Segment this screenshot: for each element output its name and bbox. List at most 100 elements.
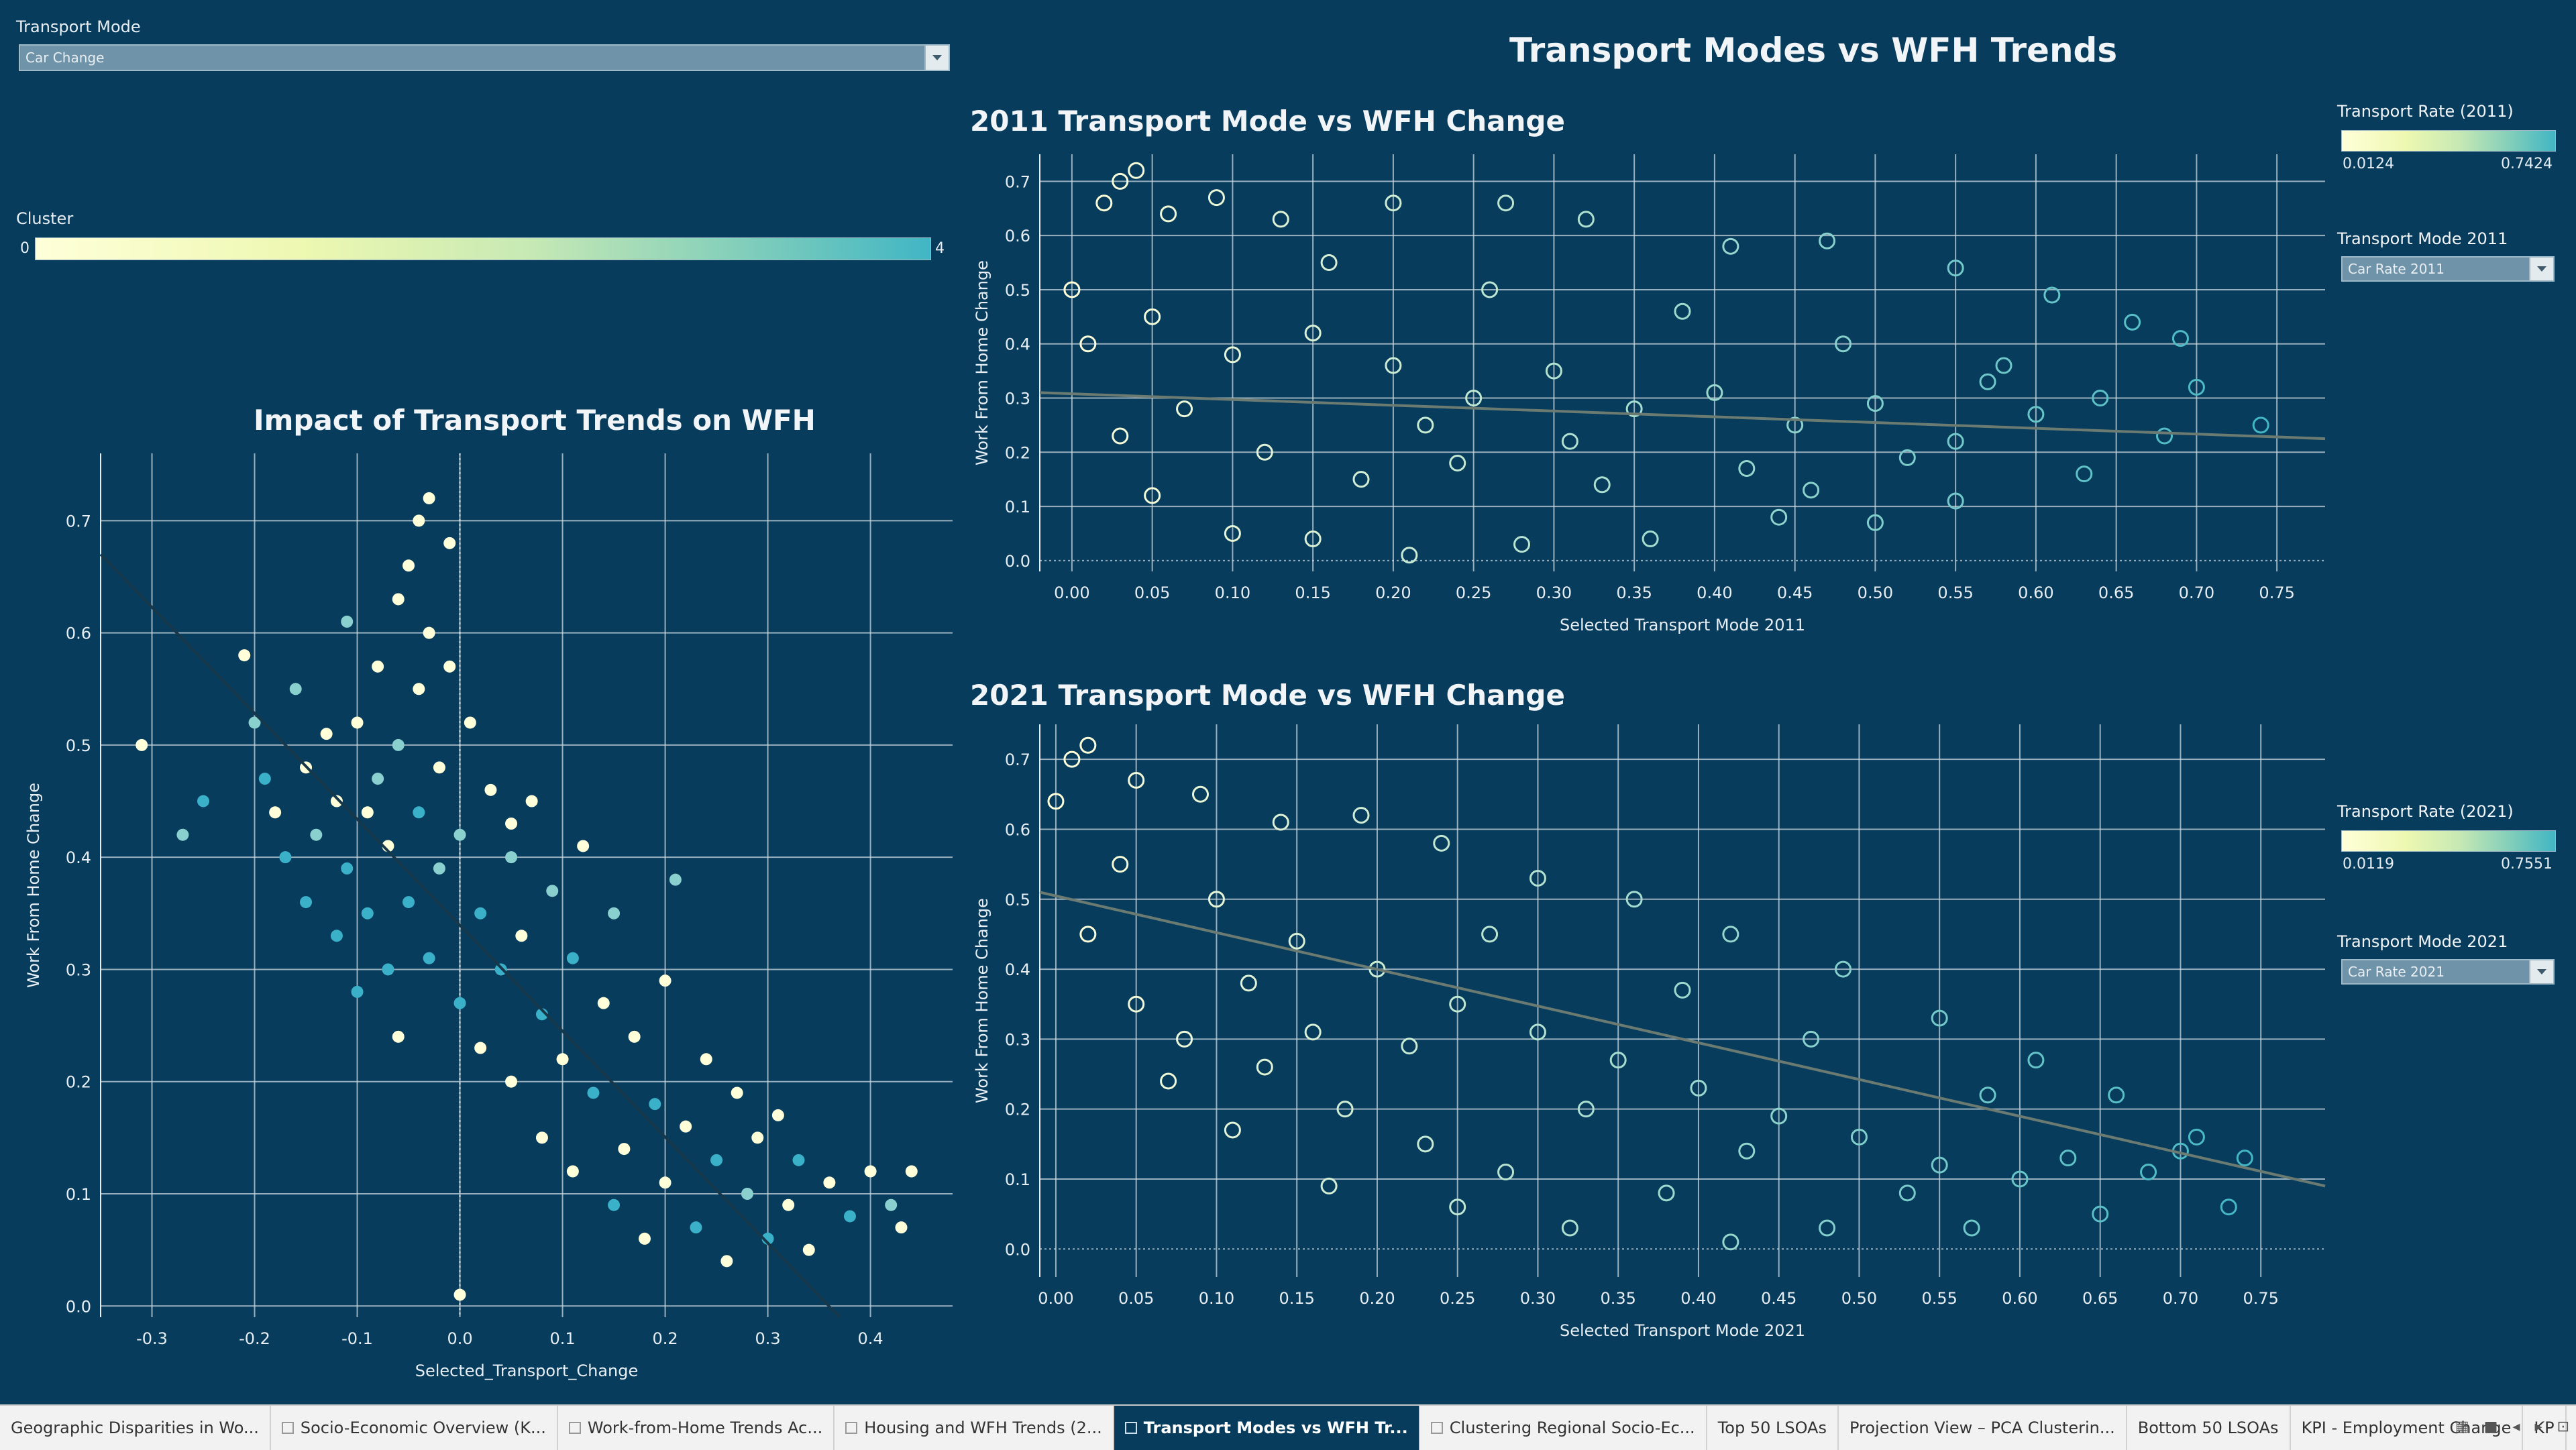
scatter-point[interactable]: [741, 1188, 753, 1200]
scatter-point[interactable]: [474, 1042, 487, 1054]
scatter-point[interactable]: [1995, 357, 2012, 374]
scatter-point[interactable]: [864, 1165, 877, 1178]
scatter-point[interactable]: [680, 1120, 692, 1133]
scatter-point[interactable]: [566, 952, 579, 964]
scatter-point[interactable]: [1352, 807, 1370, 824]
scatter-point[interactable]: [1931, 1009, 1948, 1027]
scatter-point[interactable]: [895, 1221, 908, 1234]
scatter-point[interactable]: [453, 828, 466, 841]
scatter-point[interactable]: [1625, 891, 1643, 908]
scatter-point[interactable]: [1722, 1233, 1739, 1251]
scatter-point[interactable]: [505, 1075, 518, 1088]
scatter-point[interactable]: [1803, 1030, 1820, 1048]
scatter-point[interactable]: [1947, 260, 1964, 277]
scatter-point[interactable]: [587, 1086, 600, 1099]
scatter-point[interactable]: [1722, 926, 1739, 943]
scatter-point[interactable]: [136, 738, 148, 751]
scatter-point[interactable]: [1545, 362, 1562, 380]
scatter-point[interactable]: [464, 716, 476, 729]
scatter-point[interactable]: [382, 963, 394, 976]
tab-sheet[interactable]: KP: [2523, 1406, 2567, 1450]
scatter-point[interactable]: [1352, 471, 1370, 488]
scatter-point[interactable]: [341, 862, 354, 875]
scatter-point[interactable]: [1786, 416, 1804, 434]
scatter-point[interactable]: [1095, 194, 1113, 212]
scatter-point[interactable]: [1304, 1023, 1322, 1041]
scatter-point[interactable]: [433, 761, 445, 774]
scatter-point[interactable]: [1385, 194, 1402, 212]
chevron-down-icon[interactable]: [2529, 960, 2553, 983]
scatter-point[interactable]: [1079, 926, 1097, 943]
scatter-point[interactable]: [484, 783, 497, 796]
scatter-point[interactable]: [1144, 308, 1161, 325]
stop-icon[interactable]: ■: [2483, 1418, 2498, 1435]
scatter-point[interactable]: [1320, 1177, 1338, 1194]
scatter-point[interactable]: [1866, 395, 1884, 412]
scatter-point[interactable]: [1819, 232, 1836, 249]
scatter-point[interactable]: [1947, 433, 1964, 450]
scatter-point[interactable]: [1770, 1107, 1788, 1125]
scatter-point[interactable]: [1625, 400, 1643, 418]
scatter-point[interactable]: [505, 818, 518, 830]
scatter-point[interactable]: [269, 806, 282, 819]
scatter-point[interactable]: [1128, 995, 1145, 1013]
scatter-point[interactable]: [1803, 482, 1820, 499]
scatter-point[interactable]: [1208, 189, 1225, 207]
scatter-point[interactable]: [2092, 1205, 2109, 1223]
scatter-point[interactable]: [413, 806, 425, 819]
scatter-point[interactable]: [566, 1165, 579, 1178]
scatter-point[interactable]: [2252, 416, 2269, 434]
scatter-point[interactable]: [525, 795, 538, 807]
scatter-point[interactable]: [1722, 237, 1739, 255]
transport-mode-dropdown[interactable]: Car Change: [19, 44, 950, 71]
scatter-point[interactable]: [1497, 194, 1515, 212]
tab-sheet[interactable]: Top 50 LSOAs: [1707, 1406, 1839, 1450]
scatter-point[interactable]: [453, 1288, 466, 1301]
scatter-point[interactable]: [1642, 531, 1659, 548]
scatter-point[interactable]: [1609, 1052, 1627, 1069]
scatter-point[interactable]: [2156, 427, 2173, 445]
tab-sheet[interactable]: Transport Modes vs WFH Tr...: [1114, 1406, 1420, 1450]
scatter-point[interactable]: [1208, 891, 1225, 908]
prev-tab-icon[interactable]: ◂: [2512, 1418, 2520, 1435]
scatter-point[interactable]: [2188, 378, 2205, 396]
scatter-point[interactable]: [710, 1154, 723, 1166]
scatter-point[interactable]: [1417, 416, 1434, 434]
scatter-point[interactable]: [1481, 926, 1499, 943]
scatter-point[interactable]: [905, 1165, 918, 1178]
scatter-point[interactable]: [1176, 400, 1193, 418]
scatter-point[interactable]: [1738, 1142, 1756, 1160]
scatter-point[interactable]: [546, 885, 559, 897]
transport-mode-2021-dropdown[interactable]: Car Rate 2021: [2341, 959, 2555, 985]
scatter-point[interactable]: [197, 795, 210, 807]
tab-sheet[interactable]: Projection View – PCA Clusterin...: [1839, 1406, 2127, 1450]
scatter-point[interactable]: [2188, 1128, 2205, 1146]
present-icon[interactable]: ⊡: [2557, 1418, 2569, 1435]
scatter-point[interactable]: [1835, 335, 1851, 353]
scatter-point[interactable]: [1304, 531, 1322, 548]
scatter-point[interactable]: [1963, 1219, 1980, 1237]
scatter-point[interactable]: [1192, 785, 1209, 803]
chevron-down-icon[interactable]: [2529, 258, 2553, 280]
scatter-point[interactable]: [361, 806, 374, 819]
tab-sheet[interactable]: Geographic Disparities in Wo...: [0, 1406, 271, 1450]
scatter-point[interactable]: [320, 728, 333, 740]
scatter-point[interactable]: [1320, 254, 1338, 272]
scatter-point[interactable]: [771, 1109, 784, 1121]
scatter-point[interactable]: [443, 660, 456, 673]
scatter-point[interactable]: [1336, 1101, 1354, 1118]
scatter-point[interactable]: [2043, 286, 2061, 304]
scatter-point[interactable]: [351, 985, 364, 998]
tab-sheet[interactable]: Clustering Regional Socio-Ec...: [1420, 1406, 1707, 1450]
scatter-point[interactable]: [1529, 869, 1546, 887]
scatter-point[interactable]: [1850, 1128, 1868, 1146]
scatter-point[interactable]: [413, 683, 425, 695]
transport-mode-2011-dropdown[interactable]: Car Rate 2011: [2341, 256, 2555, 282]
scatter-point[interactable]: [1866, 514, 1884, 531]
scatter-point[interactable]: [1368, 960, 1386, 978]
scatter-point[interactable]: [2027, 1052, 2045, 1069]
scatter-point[interactable]: [1047, 793, 1065, 810]
scatter-point[interactable]: [1577, 1101, 1595, 1118]
tab-sheet[interactable]: KPI - Employment Change: [2291, 1406, 2524, 1450]
scatter-point[interactable]: [1561, 1219, 1578, 1237]
